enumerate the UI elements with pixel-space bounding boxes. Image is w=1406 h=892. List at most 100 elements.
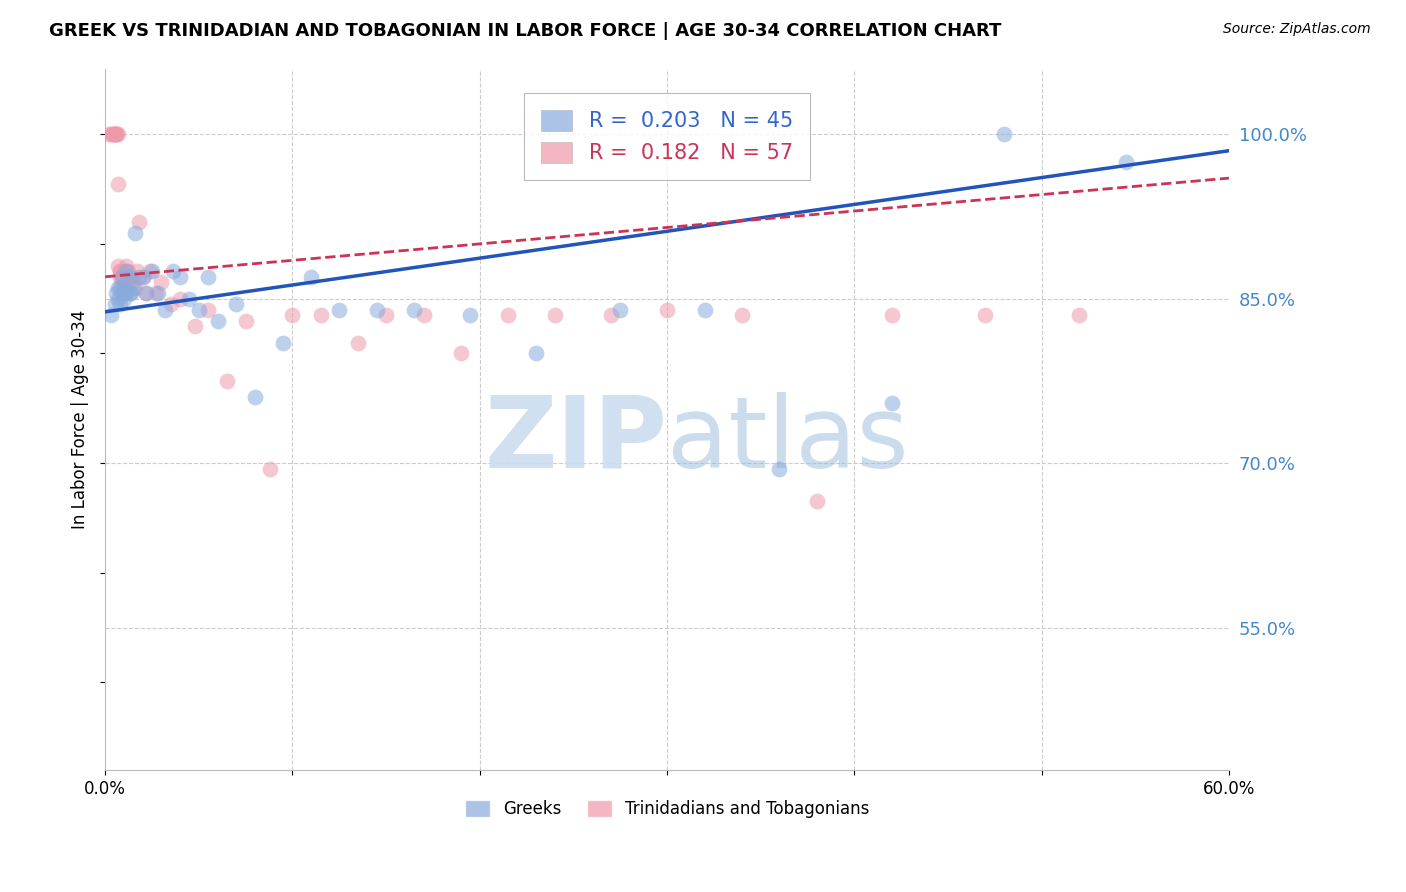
Text: GREEK VS TRINIDADIAN AND TOBAGONIAN IN LABOR FORCE | AGE 30-34 CORRELATION CHART: GREEK VS TRINIDADIAN AND TOBAGONIAN IN L… (49, 22, 1001, 40)
Point (105, 128, 128, 142)
Point (114, 259, 136, 273)
Point (366, 302, 388, 317)
Point (103, 128, 125, 142)
Point (153, 302, 176, 317)
Point (105, 128, 128, 142)
Point (131, 269, 153, 284)
Point (107, 281, 129, 295)
Point (974, 308, 997, 322)
Point (103, 297, 125, 311)
Point (103, 128, 125, 142)
Point (108, 269, 131, 284)
Point (179, 292, 201, 306)
Point (159, 297, 181, 311)
Point (599, 308, 621, 322)
Point (122, 281, 145, 295)
Point (347, 335, 370, 350)
Point (880, 396, 903, 410)
Point (97, 128, 120, 142)
Point (215, 374, 238, 388)
Point (281, 308, 304, 322)
Text: Source: ZipAtlas.com: Source: ZipAtlas.com (1223, 22, 1371, 37)
Point (107, 177, 129, 191)
Point (108, 264, 131, 278)
Point (243, 390, 266, 404)
Point (124, 226, 146, 240)
Point (117, 275, 139, 289)
Point (107, 128, 129, 142)
Point (309, 308, 332, 322)
Point (524, 346, 547, 360)
Point (100, 128, 122, 142)
Point (693, 302, 716, 317)
Point (141, 264, 163, 278)
Point (111, 286, 134, 301)
Point (197, 269, 219, 284)
Point (111, 269, 134, 284)
Point (169, 292, 191, 306)
Text: atlas: atlas (666, 392, 908, 489)
Point (108, 281, 131, 295)
Y-axis label: In Labor Force | Age 30-34: In Labor Force | Age 30-34 (72, 310, 89, 529)
Point (299, 269, 322, 284)
Point (259, 461, 281, 475)
Point (105, 128, 128, 142)
Legend: Greeks, Trinidadians and Tobagonians: Greeks, Trinidadians and Tobagonians (458, 793, 876, 825)
Point (806, 494, 828, 508)
Point (135, 286, 157, 301)
Point (118, 286, 141, 301)
Point (125, 264, 148, 278)
Point (131, 269, 153, 284)
Point (496, 308, 519, 322)
Point (120, 269, 142, 284)
Point (107, 292, 129, 306)
Point (1067, 308, 1090, 322)
Point (328, 302, 350, 317)
Point (145, 286, 167, 301)
Point (101, 128, 124, 142)
Point (118, 269, 141, 284)
Point (120, 286, 142, 301)
Text: ZIP: ZIP (484, 392, 666, 489)
Point (655, 302, 678, 317)
Point (112, 281, 135, 295)
Point (460, 308, 482, 322)
Point (880, 308, 903, 322)
Point (108, 297, 131, 311)
Point (609, 302, 631, 317)
Point (993, 128, 1015, 142)
Point (122, 275, 145, 289)
Point (184, 319, 207, 334)
Point (112, 264, 135, 278)
Point (731, 308, 754, 322)
Point (146, 286, 169, 301)
Point (107, 259, 129, 273)
Point (114, 286, 136, 301)
Point (271, 335, 294, 350)
Point (111, 269, 134, 284)
Point (117, 264, 139, 278)
Point (114, 269, 136, 284)
Point (112, 269, 135, 284)
Point (169, 269, 191, 284)
Point (101, 128, 124, 142)
Point (114, 264, 136, 278)
Point (375, 308, 398, 322)
Point (128, 215, 150, 229)
Point (1115, 154, 1137, 169)
Point (135, 286, 157, 301)
Point (404, 302, 426, 317)
Point (197, 302, 219, 317)
Point (112, 292, 135, 306)
Point (162, 264, 184, 278)
Point (124, 281, 146, 295)
Point (111, 275, 134, 289)
Point (128, 269, 150, 284)
Point (117, 269, 139, 284)
Point (105, 286, 128, 301)
Point (225, 297, 247, 311)
Point (544, 308, 567, 322)
Point (412, 308, 434, 322)
Point (768, 461, 790, 475)
Point (100, 308, 122, 322)
